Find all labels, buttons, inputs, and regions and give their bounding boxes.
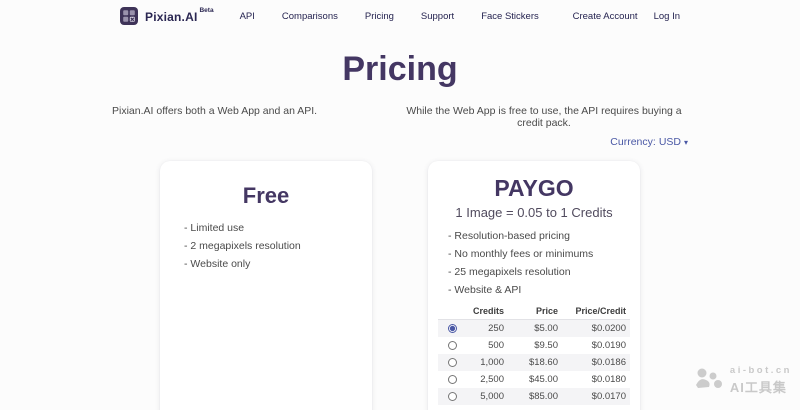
free-plan-title: Free — [242, 183, 290, 208]
auth-links: Create Account Log In — [573, 11, 680, 22]
price-per-credit-cell: $0.0200 — [562, 319, 630, 337]
price-per-credit-cell: $0.0180 — [591, 374, 626, 385]
radio-column-header — [438, 303, 466, 320]
currency-label: Currency: — [610, 136, 656, 148]
table-header-row: Credits Price Price/Credit — [438, 303, 630, 320]
paygo-plan-title: PAYGO — [494, 175, 574, 201]
table-row[interactable]: 1,000 $18.60 $0.0186 — [438, 354, 630, 371]
free-feature-limited-use: - Limited use — [184, 222, 245, 234]
plan-cards: Free - Limited use - 2 megapixels resolu… — [0, 161, 800, 410]
currency-value: USD — [658, 136, 681, 148]
watermark-site-name: AI工具集 — [729, 380, 787, 395]
credits-cell: 500 — [488, 340, 504, 351]
credit-pack-radio[interactable] — [447, 374, 457, 384]
brand-badge: Beta — [199, 7, 214, 14]
paygo-feature-pricing: - Resolution-based pricing — [448, 230, 570, 242]
table-row[interactable]: 250 $5.00 $0.0200 — [438, 319, 630, 337]
price-cell: $45.00 — [528, 374, 558, 385]
log-in-link[interactable]: Log In — [653, 10, 680, 22]
nav-item-face-stickers[interactable]: Face Stickers — [481, 10, 539, 22]
top-nav-bar: Pixian.AI Beta API Comparisons Pricing Su… — [0, 0, 800, 32]
page-title: Pricing — [342, 50, 458, 88]
price-cell: $5.00 — [508, 319, 562, 337]
price-per-credit-cell: $0.0186 — [562, 354, 630, 371]
free-feature-website-only: - Website only — [184, 258, 251, 270]
paygo-plan-features: - Resolution-based pricing - No monthly … — [438, 227, 630, 299]
free-feature-resolution: - 2 megapixels resolution — [184, 240, 301, 252]
paygo-plan-subtitle: 1 Image = 0.05 to 1 Credits — [455, 205, 613, 220]
nav-item-api[interactable]: API — [239, 10, 255, 22]
pixian-logo-icon — [120, 7, 138, 25]
paygo-feature-resolution: - 25 megapixels resolution — [448, 266, 571, 278]
credits-cell: 1,000 — [466, 354, 508, 371]
credits-cell: 5,000 — [466, 388, 508, 405]
free-plan-card: Free - Limited use - 2 megapixels resolu… — [160, 161, 372, 410]
price-per-credit-column-header: Price/Credit — [562, 303, 630, 320]
price-column-header: Price — [508, 303, 562, 320]
watermark-domain: ai-bot.cn — [729, 365, 792, 376]
watermark-logo-icon — [694, 367, 724, 394]
credits-column-header: Credits — [466, 303, 508, 320]
price-cell: $85.00 — [508, 388, 562, 405]
watermark-text: ai-bot.cn AI工具集 — [730, 365, 792, 396]
brand-logo[interactable]: Pixian.AI Beta — [120, 7, 214, 25]
credit-pack-table: Credits Price Price/Credit 250 $5.00 $0.… — [438, 303, 630, 405]
paygo-feature-no-fees: - No monthly fees or minimums — [448, 248, 594, 260]
chevron-down-icon: ▾ — [683, 137, 688, 147]
nav-item-support[interactable]: Support — [420, 10, 455, 22]
currency-selector[interactable]: Currency: USD ▾ — [610, 136, 688, 148]
price-cell: $9.50 — [534, 340, 558, 351]
credit-pack-radio[interactable] — [447, 340, 457, 350]
main-nav: API Comparisons Pricing Support Face Sti… — [240, 11, 539, 22]
paygo-plan-card: PAYGO 1 Image = 0.05 to 1 Credits - Reso… — [428, 161, 640, 410]
brand-name: Pixian.AI — [145, 10, 198, 24]
credit-pack-radio[interactable] — [447, 323, 457, 333]
paygo-feature-website-api: - Website & API — [448, 284, 522, 296]
price-per-credit-cell: $0.0190 — [591, 340, 626, 351]
credits-cell: 2,500 — [480, 374, 504, 385]
table-row[interactable]: 500 $9.50 $0.0190 — [438, 337, 630, 354]
watermark: ai-bot.cn AI工具集 — [694, 365, 792, 396]
price-cell: $18.60 — [508, 354, 562, 371]
currency-row: Currency: USD ▾ — [112, 136, 688, 148]
nav-item-pricing[interactable]: Pricing — [364, 10, 394, 22]
free-plan-features: - Limited use - 2 megapixels resolution … — [184, 219, 348, 273]
credits-cell: 250 — [466, 319, 508, 337]
credit-pack-radio[interactable] — [447, 357, 457, 367]
credit-pack-radio[interactable] — [447, 391, 457, 401]
price-per-credit-cell: $0.0170 — [562, 388, 630, 405]
intro-text-api: While the Web App is free to use, the AP… — [406, 105, 682, 129]
table-row[interactable]: 5,000 $85.00 $0.0170 — [438, 388, 630, 405]
nav-item-comparisons[interactable]: Comparisons — [281, 10, 338, 22]
intro-text-webapp: Pixian.AI offers both a Web App and an A… — [112, 105, 318, 117]
table-row[interactable]: 2,500 $45.00 $0.0180 — [438, 371, 630, 388]
intro-row: Pixian.AI offers both a Web App and an A… — [112, 105, 688, 129]
create-account-link[interactable]: Create Account — [572, 10, 638, 22]
